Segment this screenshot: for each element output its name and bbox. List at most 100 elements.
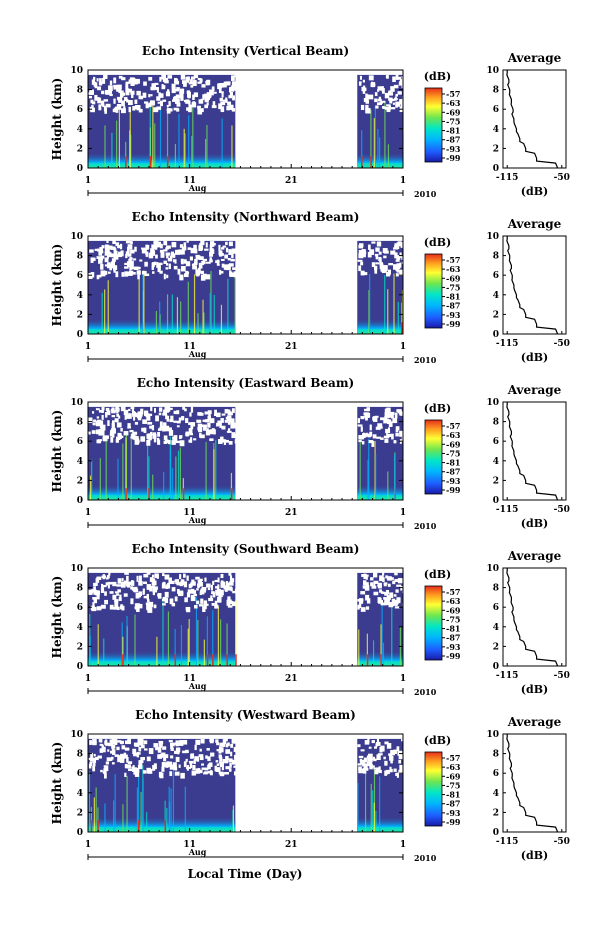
missing-data xyxy=(207,422,211,428)
missing-data xyxy=(125,414,130,418)
colorbar-tick-label: -93 xyxy=(446,310,461,320)
missing-data xyxy=(390,250,396,255)
missing-data xyxy=(93,76,96,80)
missing-data xyxy=(185,261,191,267)
colorbar-tick-label: -57 xyxy=(446,753,460,763)
y-tick-label: 6 xyxy=(77,769,83,779)
y-tick-label: 4 xyxy=(77,789,83,799)
missing-data xyxy=(385,769,390,775)
missing-data xyxy=(165,267,169,270)
missing-data xyxy=(368,94,374,100)
missing-data xyxy=(219,742,224,747)
missing-data xyxy=(143,248,146,253)
missing-data xyxy=(96,78,99,82)
missing-data xyxy=(148,94,151,98)
missing-data xyxy=(182,406,185,410)
missing-data xyxy=(113,253,119,260)
missing-data xyxy=(233,765,238,768)
missing-data xyxy=(357,259,363,262)
echo-streak xyxy=(373,802,375,832)
missing-data xyxy=(171,440,176,445)
missing-data xyxy=(184,408,187,412)
missing-data xyxy=(232,86,236,91)
echo-streak xyxy=(156,636,158,666)
x-tick-label: 1 xyxy=(400,342,406,352)
missing-data xyxy=(125,90,130,96)
missing-data xyxy=(158,743,162,747)
echo-streak xyxy=(179,447,181,500)
missing-data xyxy=(165,252,170,256)
echo-streak xyxy=(114,774,116,832)
missing-data xyxy=(401,83,407,89)
echo-peak xyxy=(148,488,150,500)
profile-x-tick-label: -115 xyxy=(496,837,519,847)
missing-data xyxy=(93,586,96,591)
profile-x-label: (dB) xyxy=(521,849,548,862)
echo-streak xyxy=(377,128,379,168)
missing-data xyxy=(205,429,211,436)
missing-data xyxy=(383,583,387,587)
missing-data xyxy=(162,581,166,586)
colorbar-tick-label: -93 xyxy=(446,808,461,818)
missing-data xyxy=(163,422,167,428)
missing-data xyxy=(156,88,159,93)
echo-streak xyxy=(168,802,171,832)
missing-data xyxy=(129,266,132,271)
colorbar-tick-label: -75 xyxy=(446,116,460,126)
missing-data xyxy=(139,575,142,582)
missing-data xyxy=(230,86,235,92)
missing-data xyxy=(113,98,116,104)
missing-data xyxy=(182,573,186,578)
missing-data xyxy=(384,593,389,596)
missing-data xyxy=(176,108,180,112)
missing-data xyxy=(186,107,189,111)
missing-data xyxy=(220,573,224,579)
y-tick-label: 4 xyxy=(77,623,83,633)
missing-data xyxy=(171,602,176,607)
missing-data xyxy=(92,422,96,426)
missing-data xyxy=(227,101,232,106)
missing-data xyxy=(191,263,195,267)
echo-streak xyxy=(213,449,215,500)
missing-data xyxy=(157,593,162,599)
missing-data xyxy=(153,108,159,113)
missing-data xyxy=(360,426,363,432)
missing-data xyxy=(219,761,223,764)
missing-data xyxy=(104,89,110,95)
missing-data xyxy=(229,763,232,768)
missing-data xyxy=(198,262,203,269)
missing-data xyxy=(201,763,205,766)
missing-data xyxy=(225,766,231,770)
missing-data xyxy=(190,406,194,413)
echo-streak xyxy=(231,125,233,168)
missing-data xyxy=(394,606,400,609)
missing-data xyxy=(383,255,387,259)
missing-data xyxy=(111,740,116,744)
missing-data xyxy=(133,770,136,775)
missing-data xyxy=(395,589,399,593)
missing-data xyxy=(189,412,192,417)
missing-data xyxy=(175,94,180,99)
missing-data xyxy=(190,582,193,588)
missing-data xyxy=(398,82,404,86)
missing-data xyxy=(375,105,379,109)
profile-y-tick-label: 8 xyxy=(493,252,499,262)
profile-title: Average xyxy=(507,549,562,563)
missing-data xyxy=(153,261,157,266)
echo-streak xyxy=(121,622,123,666)
missing-data xyxy=(100,769,103,773)
missing-data xyxy=(360,261,364,266)
missing-data xyxy=(212,243,216,246)
missing-data xyxy=(224,254,228,259)
missing-data xyxy=(197,77,202,81)
missing-data xyxy=(394,252,398,259)
echo-streak xyxy=(232,805,235,832)
missing-data xyxy=(391,433,394,440)
echo-streak xyxy=(384,101,386,168)
missing-data xyxy=(222,739,227,745)
missing-data xyxy=(107,271,111,274)
missing-data xyxy=(180,258,184,263)
missing-data xyxy=(156,241,162,248)
missing-data xyxy=(130,586,134,590)
missing-data xyxy=(162,596,167,601)
